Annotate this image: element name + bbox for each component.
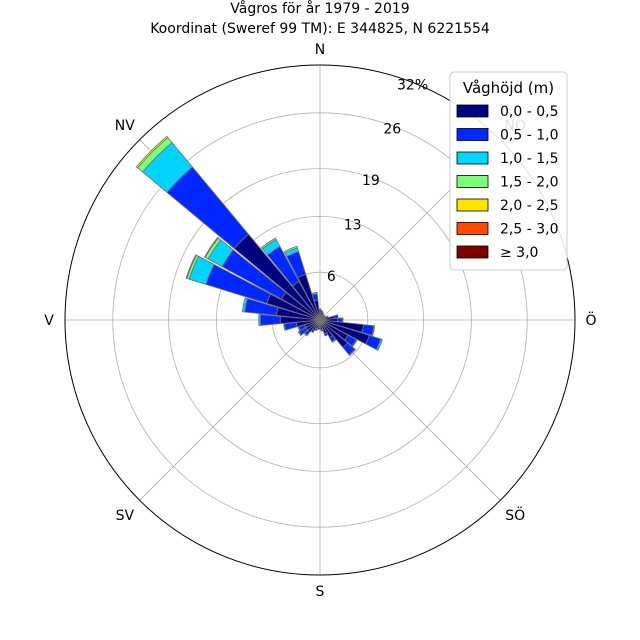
legend-label-3: 1,5 - 2,0 bbox=[500, 175, 558, 191]
direction-label-SÖ: SÖ bbox=[505, 506, 525, 524]
radial-tick-label-2: 19 bbox=[362, 173, 380, 189]
legend-swatch-6 bbox=[456, 245, 489, 259]
radial-tick-label-0: 6 bbox=[327, 269, 336, 285]
direction-label-SV: SV bbox=[116, 508, 135, 524]
bar-dir15-bin1 bbox=[320, 328, 324, 332]
bar-dir9-bin2 bbox=[371, 325, 376, 337]
legend-label-0: 0,0 - 0,5 bbox=[500, 104, 558, 120]
grid-spoke-5 bbox=[139, 319, 321, 501]
radial-tick-labels: 6 13 19 26 32% bbox=[327, 77, 428, 284]
legend-swatch-4 bbox=[456, 198, 489, 212]
legend-label-2: 1,0 - 1,5 bbox=[500, 151, 558, 167]
bar-dir8-bin1 bbox=[337, 317, 343, 323]
direction-label-Ö: Ö bbox=[585, 311, 596, 329]
bar-dir25-bin2 bbox=[241, 297, 248, 313]
legend-label-1: 0,5 - 1,0 bbox=[500, 128, 558, 144]
chart-title: Vågros för år 1979 - 2019 bbox=[230, 0, 409, 17]
legend-label-5: 2,5 - 3,0 bbox=[500, 222, 558, 238]
bar-dir24-bin1 bbox=[259, 314, 281, 326]
direction-label-N: N bbox=[315, 42, 325, 58]
radial-tick-label-1: 13 bbox=[344, 217, 362, 233]
bar-dir1-bin1 bbox=[320, 310, 324, 313]
legend-title: Våghöjd (m) bbox=[463, 79, 554, 97]
bar-dir12-bin2 bbox=[348, 348, 357, 357]
bar-dir30-bin3 bbox=[283, 245, 298, 254]
radial-max-label: 32% bbox=[397, 77, 428, 93]
legend-swatch-5 bbox=[456, 222, 489, 235]
bar-dir26-bin4 bbox=[185, 254, 198, 279]
bar-dir14-bin1 bbox=[323, 332, 329, 337]
bar-dir23-bin1 bbox=[283, 322, 298, 331]
outer-circle bbox=[64, 64, 576, 576]
direction-label-NV: NV bbox=[115, 118, 135, 134]
chart-subtitle: Koordinat (Sweref 99 TM): E 344825, N 62… bbox=[150, 21, 490, 37]
bar-dir11-bin2 bbox=[351, 339, 358, 348]
rose-bars bbox=[135, 135, 383, 357]
bar-dir21-bin2 bbox=[297, 330, 302, 337]
legend-swatch-2 bbox=[456, 151, 489, 165]
legend-swatch-1 bbox=[456, 128, 489, 141]
direction-label-S: S bbox=[316, 584, 325, 600]
radial-tick-label-3: 26 bbox=[383, 122, 401, 138]
direction-label-V: V bbox=[44, 313, 54, 329]
bar-dir31-bin2 bbox=[311, 291, 318, 296]
bar-dir10-bin2 bbox=[375, 338, 383, 351]
bar-dir13-bin2 bbox=[331, 338, 337, 343]
bar-dir27-bin4 bbox=[203, 236, 219, 259]
bar-dir8-bin2 bbox=[341, 317, 344, 323]
legend-swatch-3 bbox=[456, 175, 489, 188]
legend-label-4: 2,0 - 2,5 bbox=[500, 198, 558, 214]
bar-dir2-bin1 bbox=[321, 311, 325, 315]
bar-dir29-bin3 bbox=[260, 237, 277, 250]
legend-label-6: ≥ 3,0 bbox=[500, 245, 538, 261]
bar-dir24-bin2 bbox=[258, 314, 261, 326]
bar-dir23-bin2 bbox=[283, 323, 287, 331]
legend: Våghöjd (m) 0,0 - 0,5 0,5 - 1,0 1,0 - 1,5 1,… bbox=[449, 71, 568, 271]
bar-dir7-bin1 bbox=[333, 314, 339, 319]
legend-box bbox=[449, 71, 568, 271]
legend-swatch-0 bbox=[456, 104, 489, 118]
bar-dir28-bin4 bbox=[135, 135, 169, 169]
